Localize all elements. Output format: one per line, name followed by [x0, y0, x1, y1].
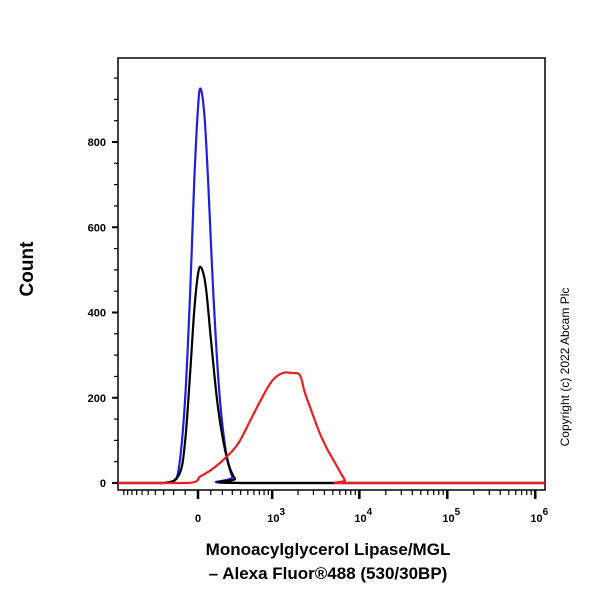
y-tick-label: 200 [88, 393, 106, 405]
histogram-series-2 [117, 265, 545, 485]
y-axis-label: Count [17, 241, 38, 297]
x-tick-label: 104 [354, 507, 372, 525]
x-axis-label: Monoacylglycerol Lipase/MGL – Alexa Fluo… [118, 538, 538, 586]
x-axis-label-line1: Monoacylglycerol Lipase/MGL [205, 540, 451, 559]
y-tick-label: 800 [88, 137, 106, 149]
copyright-notice: Copyright (c) 2022 Abcam Plc [558, 287, 572, 447]
histogram-series-1 [117, 87, 545, 485]
x-tick-label: 105 [442, 507, 460, 525]
x-axis-label-line2: – Alexa Fluor®488 (530/30BP) [208, 564, 448, 583]
histogram-series-3 [117, 371, 545, 485]
y-tick-label: 400 [88, 308, 106, 320]
y-tick-label: 0 [100, 478, 106, 490]
y-tick-label: 600 [88, 222, 106, 234]
x-tick-label: 0 [195, 513, 201, 525]
x-tick-label: 106 [530, 507, 548, 525]
x-tick-label: 103 [267, 507, 285, 525]
plot-frame [117, 57, 546, 491]
